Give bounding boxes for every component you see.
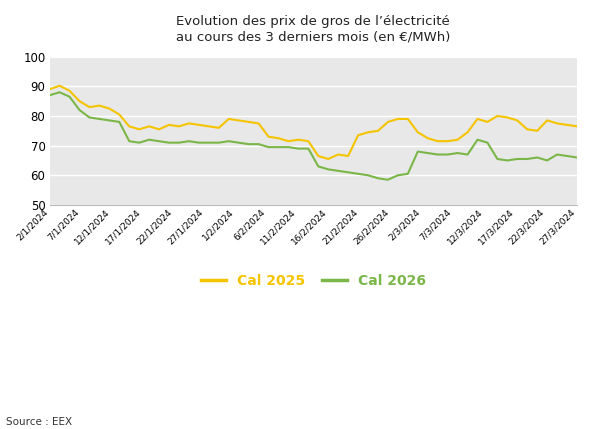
Title: Evolution des prix de gros de l’électricité
au cours des 3 derniers mois (en €/M: Evolution des prix de gros de l’électric… — [176, 15, 451, 43]
Text: Source : EEX: Source : EEX — [6, 417, 72, 427]
Legend: Cal 2025, Cal 2026: Cal 2025, Cal 2026 — [195, 268, 432, 293]
